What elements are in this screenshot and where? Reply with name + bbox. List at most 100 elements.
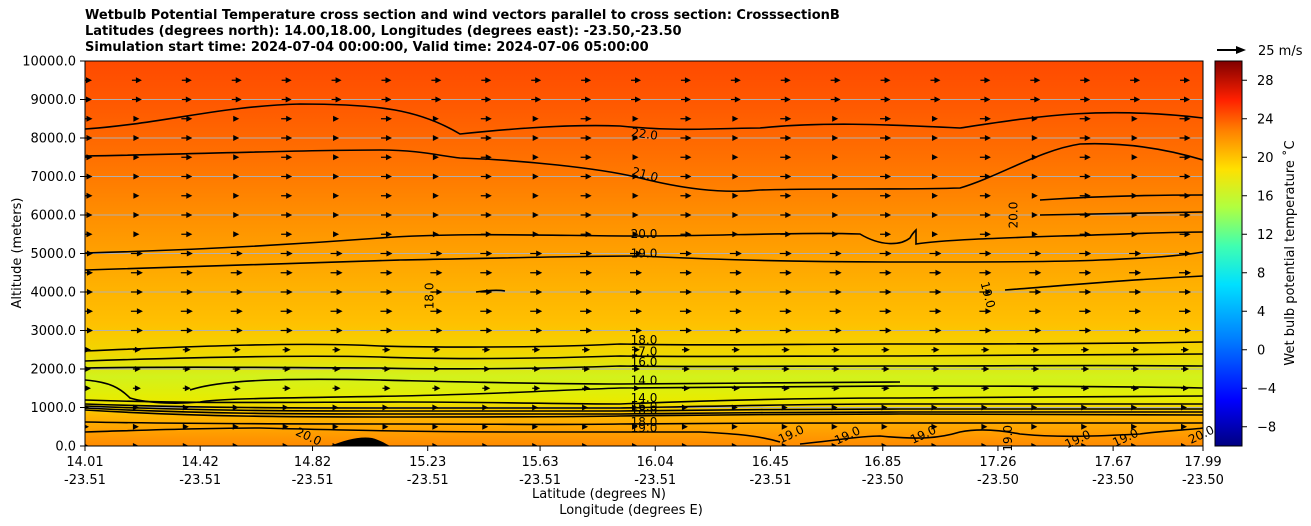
wind-vector (282, 423, 289, 430)
wind-vector (330, 289, 343, 295)
wind-vector (580, 327, 593, 334)
x-tick-label-lat: 14.01 (66, 455, 103, 470)
wind-vector (980, 96, 991, 103)
wind-vector (830, 77, 841, 84)
wind-vector (130, 289, 143, 295)
wind-vector (880, 154, 892, 161)
wind-vector (181, 173, 193, 180)
wind-vector (532, 192, 539, 199)
plot-area: 22.021.020.019.018.020.019.018.017.016.0… (84, 60, 1216, 452)
wind-vector (931, 231, 938, 238)
wind-vector (131, 77, 142, 84)
wind-vector (85, 424, 89, 429)
colorbar-gradient (1214, 60, 1243, 447)
wind-vector (532, 443, 539, 446)
wind-vector (281, 77, 292, 84)
wind-vector (531, 96, 542, 103)
wind-vector (632, 385, 641, 392)
wind-vector (1081, 346, 1090, 353)
wind-vector (1079, 269, 1092, 276)
wind-vector (630, 289, 643, 295)
quiver-key-arrowhead (1236, 46, 1246, 54)
wind-vector (979, 269, 992, 276)
contour-label: 14.0 (631, 391, 658, 405)
wind-vector (931, 443, 938, 446)
y-tick-label: 10000.0 (22, 55, 76, 70)
wind-vector (182, 385, 191, 392)
wind-vector (679, 289, 692, 295)
wind-vector (981, 385, 990, 392)
wind-vector (582, 443, 589, 446)
wind-vector (480, 135, 492, 141)
wind-vector (85, 173, 93, 180)
x-tick-label-lon: -23.51 (634, 473, 676, 488)
wind-vector (132, 346, 141, 353)
wind-vector (680, 96, 691, 103)
wind-vector (580, 154, 592, 161)
y-tick-label: 8000.0 (31, 132, 77, 147)
wind-vector (380, 212, 392, 218)
x-tick-label-lat: 15.23 (409, 455, 446, 470)
wind-vector (532, 231, 539, 238)
wind-vector (480, 115, 492, 122)
wind-vector (230, 327, 243, 334)
x-tick-label-lat: 17.67 (1095, 455, 1132, 470)
contour-label: 19.0 (978, 280, 998, 309)
wind-vector (582, 404, 589, 411)
wind-vector (732, 212, 739, 218)
wind-vector (680, 135, 692, 141)
wind-vector (780, 212, 792, 218)
wind-vector (380, 327, 393, 334)
x-tick-label-lat: 16.04 (637, 455, 674, 470)
wind-vector (380, 135, 392, 141)
wind-vector (380, 250, 393, 257)
x-tick-label-lat: 17.99 (1184, 455, 1221, 470)
wind-vector (430, 289, 443, 295)
wind-vector (380, 154, 392, 161)
wind-vector (1179, 192, 1191, 199)
wind-vector (931, 423, 938, 430)
wind-vector (1131, 231, 1138, 238)
wind-vector (333, 212, 340, 218)
wind-vector (85, 96, 92, 103)
contour-label: 18.0 (631, 403, 658, 417)
wind-vector (382, 346, 391, 353)
wind-vector (133, 115, 140, 122)
wind-vector (233, 192, 240, 199)
wind-vector (1129, 250, 1142, 257)
terrain-mask (330, 437, 390, 446)
y-tick-label: 9000.0 (31, 93, 77, 108)
wind-vector (330, 250, 343, 257)
wind-vector (681, 385, 690, 392)
wind-vector (879, 327, 892, 334)
wind-vector (931, 115, 938, 122)
contour-label: 20.0 (1007, 202, 1021, 229)
wind-vector (381, 96, 392, 103)
wind-vector (1179, 135, 1191, 141)
wind-vector (1079, 231, 1091, 238)
wind-vector (979, 327, 992, 334)
wind-vector (382, 443, 389, 446)
wind-vector (380, 115, 392, 122)
wind-vector (232, 443, 239, 446)
x-tick-label-lon: -23.50 (1182, 473, 1224, 488)
wind-vector (1179, 250, 1192, 257)
wind-vector (979, 289, 992, 295)
contour-label: 19.0 (1001, 425, 1015, 452)
wind-vector (679, 327, 692, 334)
wind-vector (181, 231, 193, 238)
wind-vector (231, 96, 242, 103)
wind-vector (180, 250, 193, 257)
wind-vector (931, 366, 940, 372)
wind-vector (180, 308, 193, 315)
wind-vector (231, 77, 242, 84)
wind-vector (632, 154, 639, 161)
wind-vector (832, 231, 839, 238)
colorbar-ticks: −8 −4 0 4 8 12 16 20 24 28 (1242, 74, 1276, 435)
wind-vector (732, 115, 739, 122)
wind-vector (532, 346, 541, 353)
wind-vector (431, 77, 442, 84)
wind-vector (1129, 269, 1142, 276)
wind-vector (331, 96, 342, 103)
